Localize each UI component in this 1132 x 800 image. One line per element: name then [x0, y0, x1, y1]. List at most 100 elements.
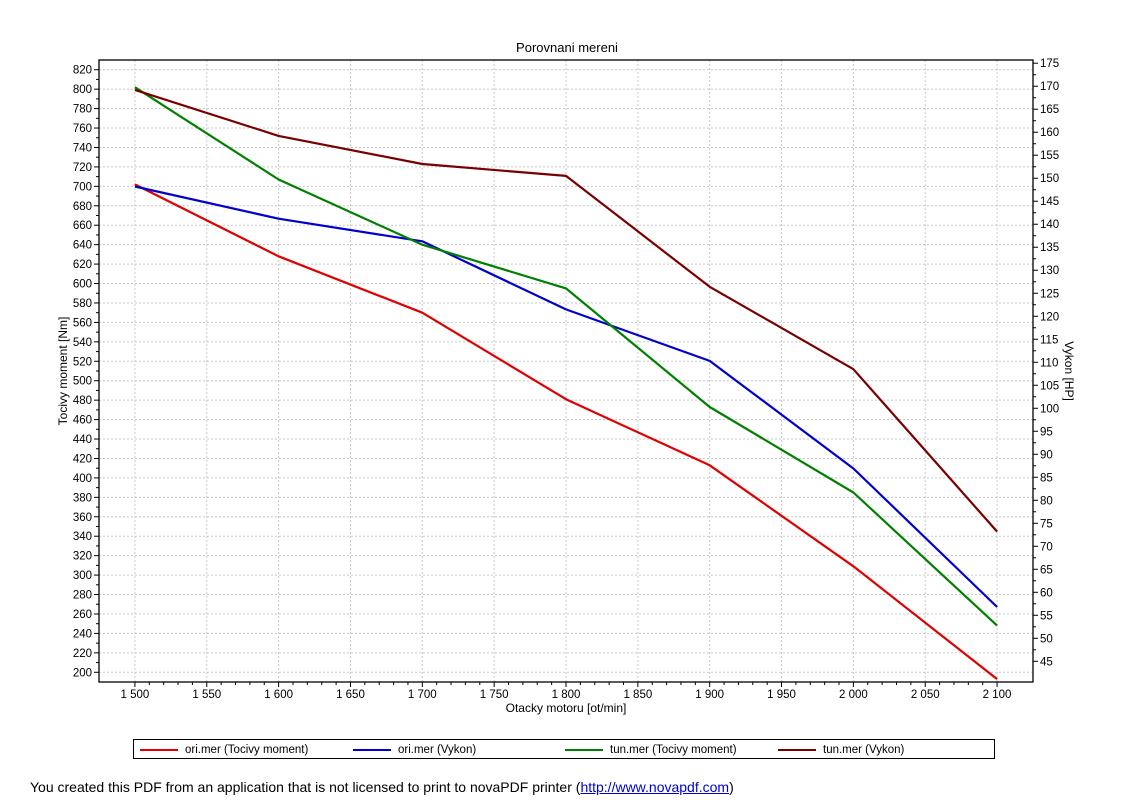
legend-swatch-ori-power	[353, 749, 391, 751]
y2-tick-label: 50	[1040, 633, 1053, 645]
legend: ori.mer (Tocivy moment) ori.mer (Vykon) …	[133, 739, 995, 759]
legend-item-tun-torque: tun.mer (Tocivy moment)	[565, 743, 737, 757]
legend-swatch-tun-torque	[565, 749, 603, 751]
x-tick-label: 1 850	[623, 689, 652, 701]
y2-tick-label: 90	[1040, 449, 1053, 461]
x-axis-label: Otacky motoru [ot/min]	[506, 701, 627, 715]
x-tick-label: 1 750	[480, 689, 509, 701]
y-tick-label: 240	[73, 628, 92, 640]
x-axis: 1 500 1 550 1 600 1 650 1 700 1 750 1 800 1 850…	[121, 682, 1012, 701]
x-tick-label: 1 550	[192, 689, 221, 701]
footer-link[interactable]: http://www.novapdf.com	[580, 779, 730, 795]
x-tick-label: 1 500	[121, 689, 150, 701]
y-tick-label: 320	[73, 551, 92, 563]
y2-axis-label: Vykon [HP]	[1062, 341, 1076, 401]
y-axis-label: Tocivy moment [Nm]	[56, 317, 70, 426]
legend-label-ori-torque: ori.mer (Tocivy moment)	[185, 744, 309, 756]
y-tick-label: 720	[73, 162, 92, 174]
legend-label-tun-power: tun.mer (Vykon)	[823, 744, 905, 756]
y2-tick-label: 75	[1040, 518, 1053, 530]
legend-swatch-tun-power	[778, 749, 816, 751]
y-tick-label: 440	[73, 434, 92, 446]
y-tick-label: 580	[73, 298, 92, 310]
y2-tick-label: 165	[1040, 104, 1059, 116]
y2-tick-label: 160	[1040, 127, 1059, 139]
y-tick-label: 280	[73, 590, 92, 602]
legend-label-tun-torque: tun.mer (Tocivy moment)	[610, 744, 737, 756]
y2-tick-label: 45	[1040, 656, 1053, 668]
legend-label-ori-power: ori.mer (Vykon)	[398, 744, 477, 756]
y-tick-label: 600	[73, 279, 92, 291]
y2-tick-label: 155	[1040, 150, 1059, 162]
y-tick-label: 340	[73, 531, 92, 543]
y2-tick-label: 130	[1040, 265, 1059, 277]
y-tick-label: 620	[73, 259, 92, 271]
y2-tick-label: 105	[1040, 380, 1059, 392]
footer-text: You created this PDF from an application…	[30, 779, 581, 795]
series-layer	[134, 86, 998, 680]
x-tick-label: 1 650	[336, 689, 365, 701]
y2-tick-label: 85	[1040, 472, 1053, 484]
y2-tick-label: 135	[1040, 242, 1059, 254]
x-tick-label: 1 900	[695, 689, 724, 701]
x-tick-label: 1 700	[408, 689, 437, 701]
y-tick-label: 640	[73, 240, 92, 252]
y-tick-label: 680	[73, 201, 92, 213]
y2-tick-label: 65	[1040, 564, 1053, 576]
legend-item-tun-power: tun.mer (Vykon)	[778, 743, 904, 757]
y-tick-label: 760	[73, 123, 92, 135]
y2-tick-label: 55	[1040, 610, 1053, 622]
y2-tick-label: 110	[1040, 357, 1058, 369]
legend-item-ori-torque: ori.mer (Tocivy moment)	[140, 743, 308, 757]
y2-tick-label: 175	[1040, 58, 1059, 70]
y2-tick-label: 70	[1040, 541, 1053, 553]
y-tick-label: 300	[73, 570, 92, 582]
x-tick-label: 2 000	[839, 689, 868, 701]
y2-tick-label: 150	[1040, 173, 1059, 185]
y2-tick-label: 140	[1040, 219, 1059, 231]
series-line-ori-power	[134, 185, 998, 608]
x-tick-label: 1 950	[767, 689, 796, 701]
chart-title: Porovnani mereni	[516, 40, 618, 55]
y-tick-label: 360	[73, 512, 92, 524]
x-tick-label: 2 050	[911, 689, 940, 701]
y-tick-label: 700	[73, 181, 92, 193]
x-tick-label: 1 600	[264, 689, 293, 701]
x-tick-label: 2 100	[983, 689, 1012, 701]
y-tick-label: 800	[73, 84, 92, 96]
y2-tick-label: 125	[1040, 288, 1059, 300]
y-tick-label: 560	[73, 317, 92, 329]
y-tick-label: 460	[73, 415, 92, 427]
y-tick-label: 260	[73, 609, 92, 621]
y2-tick-label: 80	[1040, 495, 1053, 507]
series-line-tun-torque	[134, 86, 998, 627]
y-tick-label: 780	[73, 104, 92, 116]
footer-notice: You created this PDF from an application…	[30, 779, 734, 795]
y2-tick-label: 120	[1040, 311, 1059, 323]
y2-tick-label: 115	[1040, 334, 1058, 346]
right-axis: 45 50 55 60 65 70 75 80 85 90 95 100 105 110 115 120 125…	[1033, 58, 1059, 668]
legend-swatch-ori-torque	[140, 749, 178, 751]
y-tick-label: 540	[73, 337, 92, 349]
y2-tick-label: 100	[1040, 403, 1059, 415]
y-tick-label: 520	[73, 356, 92, 368]
y2-tick-label: 60	[1040, 587, 1053, 599]
y-tick-label: 740	[73, 142, 92, 154]
y-tick-label: 220	[73, 648, 92, 660]
series-line-ori-torque	[134, 183, 998, 680]
x-tick-label: 1 800	[552, 689, 581, 701]
y-tick-label: 400	[73, 473, 92, 485]
left-axis: 200 220 240 260 280 300 320 340 360 380 400 420 440 4…	[73, 65, 99, 679]
y-tick-label: 820	[73, 65, 92, 77]
y-tick-label: 200	[73, 667, 92, 679]
y2-tick-label: 170	[1040, 81, 1059, 93]
y-tick-label: 380	[73, 492, 92, 504]
y-tick-label: 480	[73, 395, 92, 407]
legend-item-ori-power: ori.mer (Vykon)	[353, 743, 476, 757]
y-tick-label: 660	[73, 220, 92, 232]
y-tick-label: 500	[73, 376, 92, 388]
y2-tick-label: 95	[1040, 426, 1053, 438]
footer-suffix: )	[729, 779, 734, 795]
y2-tick-label: 145	[1040, 196, 1059, 208]
